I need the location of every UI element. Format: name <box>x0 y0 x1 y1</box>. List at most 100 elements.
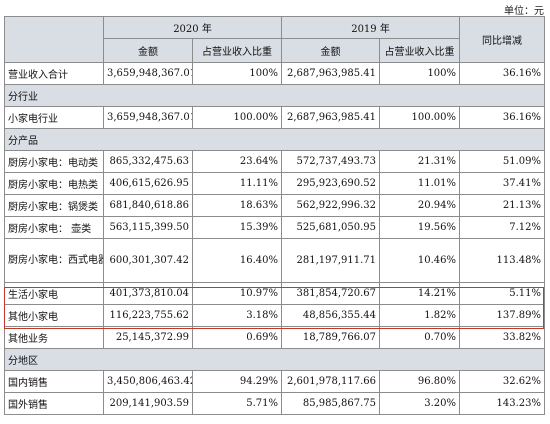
amount-2020: 3,659,948,367.01 <box>103 62 193 85</box>
table-row: 生活小家电 401,373,810.04 10.97% 381,854,720.67 1… <box>4 282 546 305</box>
amount-2020: 563,115,399.50 <box>103 216 193 239</box>
table-row: 营业收入合计 3,659,948,367.01 100% 2,687,963,985.… <box>4 62 546 85</box>
table-row: 国外销售 209,141,903.59 5.71% 85,985,867.75 3.20… <box>4 392 546 415</box>
ratio-2019: 100% <box>379 62 461 85</box>
header-ratio-2020: 占营业收入比重 <box>191 38 283 63</box>
section-label: 分地区 <box>3 348 546 371</box>
amount-2020: 25,145,372.99 <box>103 326 193 349</box>
header-amount-2019: 金额 <box>281 38 381 63</box>
amount-2020: 681,840,618.86 <box>103 194 193 217</box>
ratio-2019: 10.46% <box>379 238 461 283</box>
ratio-2020: 94.29% <box>191 370 283 393</box>
header-amount-2020: 金额 <box>103 38 193 63</box>
amount-2020: 401,373,810.04 <box>103 282 193 305</box>
table-row: 厨房小家电：电动类 865,332,475.63 23.64% 572,737,493… <box>4 150 546 173</box>
ratio-2020: 10.97% <box>191 282 283 305</box>
ratio-2020: 100% <box>191 62 283 85</box>
amount-2019: 2,601,978,117.66 <box>281 370 381 393</box>
amount-2019: 18,789,766.07 <box>281 326 381 349</box>
ratio-2020: 18.63% <box>191 194 283 217</box>
table-row: 其他小家电 116,223,755.62 3.18% 48,856,355.44 1.8… <box>4 304 546 327</box>
section-row: 分行业 <box>3 84 546 107</box>
table-row: 厨房小家电：西式电器 600,301,307.42 16.40% 281,197,91… <box>4 238 546 283</box>
amount-2020: 865,332,475.63 <box>103 150 193 173</box>
row-label: 国外销售 <box>4 392 104 415</box>
amount-2019: 381,854,720.67 <box>281 282 381 305</box>
ratio-2020: 0.69% <box>191 326 283 349</box>
header-year-2020: 2020 年 <box>102 16 283 39</box>
amount-2019: 562,922,996.32 <box>281 194 381 217</box>
ratio-2020: 11.11% <box>191 172 283 195</box>
yoy-change: 21.13% <box>459 194 546 217</box>
ratio-2019: 1.82% <box>379 304 461 327</box>
ratio-2019: 96.80% <box>379 370 461 393</box>
ratio-2020: 100.00% <box>191 106 283 129</box>
amount-2020: 3,659,948,367.01 <box>103 106 193 129</box>
ratio-2019: 19.56% <box>379 216 461 239</box>
amount-2020: 116,223,755.62 <box>103 304 193 327</box>
amount-2020: 209,141,903.59 <box>103 392 193 415</box>
yoy-change: 51.09% <box>459 150 546 173</box>
yoy-change: 36.16% <box>459 62 546 85</box>
header-blank <box>4 16 104 63</box>
amount-2019: 85,985,867.75 <box>281 392 381 415</box>
yoy-change: 33.82% <box>459 326 546 349</box>
ratio-2019: 14.21% <box>379 282 461 305</box>
row-label: 厨房小家电：西式电器 <box>4 238 104 283</box>
ratio-2020: 15.39% <box>191 216 283 239</box>
table-row: 国内销售 3,450,806,463.42 94.29% 2,601,978,117.… <box>4 370 546 393</box>
table-row: 小家电行业 3,659,948,367.01 100.00% 2,687,963,98… <box>4 106 546 129</box>
yoy-change: 36.16% <box>459 106 546 129</box>
yoy-change: 7.12% <box>459 216 546 239</box>
amount-2019: 572,737,493.73 <box>281 150 381 173</box>
header-row-years: 2020 年 2019 年 同比增减 <box>4 16 546 63</box>
row-label: 其他业务 <box>4 326 104 349</box>
section-row: 分产品 <box>3 128 546 151</box>
row-label: 国内销售 <box>4 370 104 393</box>
amount-2020: 406,615,626.95 <box>103 172 193 195</box>
yoy-change: 32.62% <box>459 370 546 393</box>
ratio-2020: 16.40% <box>191 238 283 283</box>
row-label: 生活小家电 <box>4 282 104 305</box>
header-year-2019: 2019 年 <box>281 16 461 39</box>
ratio-2020: 5.71% <box>191 392 283 415</box>
header-ratio-2019: 占营业收入比重 <box>379 38 461 63</box>
section-label: 分产品 <box>3 128 546 151</box>
section-row: 分地区 <box>3 348 546 371</box>
amount-2020: 600,301,307.42 <box>103 238 193 283</box>
amount-2019: 48,856,355.44 <box>281 304 381 327</box>
revenue-table: 2020 年 2019 年 同比增减 金额 占营业收入比重 金额 占营业收入比重… <box>3 16 546 415</box>
table-row: 厨房小家电：电热类 406,615,626.95 11.11% 295,923,690… <box>4 172 546 195</box>
row-label: 厨房小家电： 壶类 <box>4 216 104 239</box>
header-row-columns: 金额 占营业收入比重 金额 占营业收入比重 <box>5 38 545 63</box>
table-row: 厨房小家电：锅煲类 681,840,618.86 18.63% 562,922,996… <box>4 194 546 217</box>
amount-2019: 295,923,690.52 <box>281 172 381 195</box>
unit-label: 单位：元 <box>504 6 544 17</box>
row-label: 营业收入合计 <box>4 62 104 85</box>
row-label: 小家电行业 <box>4 106 104 129</box>
yoy-change: 37.41% <box>459 172 546 195</box>
ratio-2020: 23.64% <box>191 150 283 173</box>
yoy-change: 143.23% <box>459 392 546 415</box>
table-row: 其他业务 25,145,372.99 0.69% 18,789,766.07 0.70%… <box>4 326 546 349</box>
row-label: 厨房小家电：锅煲类 <box>4 194 104 217</box>
amount-2019: 281,197,911.71 <box>281 238 381 283</box>
ratio-2019: 20.94% <box>379 194 461 217</box>
row-label: 厨房小家电：电动类 <box>4 150 104 173</box>
ratio-2019: 0.70% <box>379 326 461 349</box>
row-label: 厨房小家电：电热类 <box>4 172 104 195</box>
amount-2019: 2,687,963,985.41 <box>281 106 381 129</box>
ratio-2019: 11.01% <box>379 172 461 195</box>
ratio-2019: 100.00% <box>379 106 461 129</box>
ratio-2019: 3.20% <box>379 392 461 415</box>
table-row: 厨房小家电： 壶类 563,115,399.50 15.39% 525,681,050… <box>4 216 546 239</box>
amount-2019: 2,687,963,985.41 <box>281 62 381 85</box>
yoy-change: 5.11% <box>459 282 546 305</box>
amount-2020: 3,450,806,463.42 <box>103 370 193 393</box>
yoy-change: 113.48% <box>459 238 546 283</box>
row-label: 其他小家电 <box>4 304 104 327</box>
ratio-2020: 3.18% <box>191 304 283 327</box>
header-yoy: 同比增减 <box>459 16 546 63</box>
amount-2019: 525,681,050.95 <box>281 216 381 239</box>
yoy-change: 137.89% <box>459 304 546 327</box>
